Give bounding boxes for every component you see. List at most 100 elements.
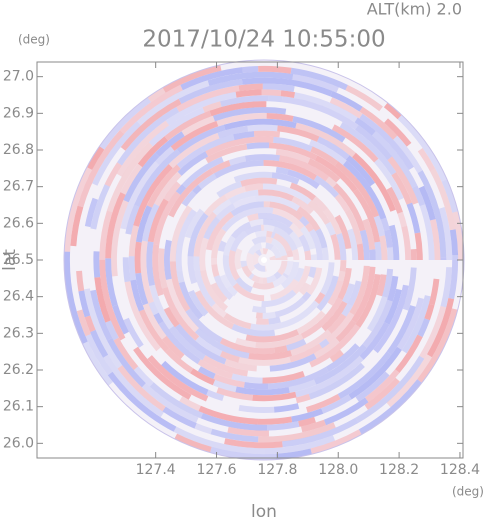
echo-cell: [174, 323, 227, 365]
echo-cell: [206, 389, 224, 401]
echo-cell: [345, 85, 383, 112]
echo-cell: [264, 435, 336, 455]
echo-cell: [90, 184, 110, 230]
echo-cell: [321, 394, 352, 414]
echo-cell: [380, 217, 390, 231]
echo-cell: [219, 337, 276, 355]
echo-cell: [111, 200, 129, 277]
echo-cell: [147, 355, 209, 402]
echo-cell: [397, 211, 408, 228]
echo-cell: [223, 313, 252, 330]
echo-cell: [247, 213, 259, 222]
echo-cell: [395, 334, 423, 373]
echo-cell: [277, 260, 288, 276]
echo-cell: [147, 198, 169, 243]
echo-cell: [231, 323, 276, 337]
echo-cell: [210, 428, 259, 443]
echo-cell: [373, 284, 409, 354]
y-tick-label: 26.6: [3, 215, 34, 231]
echo-cell: [162, 406, 197, 429]
echo-cell: [336, 233, 347, 260]
echo-cell: [268, 142, 318, 161]
x-tick-label: 127.4: [136, 462, 176, 478]
y-tick-label: 26.0: [3, 435, 34, 451]
y-tick-label: 26.7: [3, 179, 34, 195]
x-tick-label: 128.4: [440, 462, 480, 478]
echo-cell: [345, 209, 363, 245]
echo-cell: [238, 356, 291, 366]
echo-cell: [273, 271, 282, 280]
echo-cell: [406, 202, 421, 234]
echo-cell: [170, 120, 219, 151]
echo-cell: [308, 266, 317, 278]
echo-cell: [417, 148, 436, 172]
echo-cell: [272, 207, 305, 230]
echo-cell: [152, 244, 164, 297]
echo-cell: [384, 288, 402, 325]
echo-cell: [387, 156, 419, 205]
echo-cell: [315, 228, 328, 249]
echo-cell: [320, 262, 335, 296]
echo-cell: [355, 355, 425, 423]
echo-cell: [337, 351, 392, 400]
echo-cell: [198, 405, 259, 425]
echo-cell: [107, 338, 146, 388]
echo-cell: [235, 277, 253, 293]
echo-cell: [86, 146, 105, 170]
echo-cell: [270, 278, 299, 301]
echo-cell: [347, 228, 359, 260]
echo-cell: [332, 183, 366, 232]
echo-cell: [99, 97, 151, 150]
echo-cell: [199, 237, 209, 271]
echo-cell: [430, 168, 456, 231]
echo-cell: [312, 196, 328, 212]
echo-cell: [245, 329, 300, 343]
echo-cell: [158, 248, 168, 289]
echo-cell: [295, 122, 356, 158]
echo-cell: [262, 371, 305, 384]
echo-cell: [335, 319, 357, 343]
echo-cell: [286, 249, 294, 258]
echo-cell: [274, 345, 288, 354]
echo-cell: [362, 218, 376, 250]
echo-cell: [253, 130, 281, 138]
echo-cell: [155, 146, 175, 166]
echo-cell: [241, 77, 333, 97]
echo-cell: [359, 106, 398, 140]
echo-cell: [299, 282, 311, 296]
echo-cell: [307, 158, 341, 183]
echo-cell: [339, 260, 347, 272]
echo-cell: [331, 124, 379, 163]
echo-cell: [282, 272, 289, 279]
echo-cell: [174, 433, 212, 453]
echo-cell: [295, 393, 311, 404]
echo-cell: [158, 321, 201, 365]
echo-cell: [211, 264, 220, 277]
echo-cell: [294, 92, 358, 123]
echo-cell: [334, 161, 380, 218]
y-tick-label: 26.8: [3, 142, 34, 158]
echo-cell: [348, 346, 402, 400]
echo-cell: [316, 275, 339, 312]
echo-cell: [308, 362, 365, 400]
echo-cell: [161, 335, 185, 359]
echo-cell: [248, 350, 292, 361]
echo-cell: [176, 124, 226, 154]
echo-cell: [337, 267, 352, 300]
echo-cell: [355, 274, 381, 328]
echo-cell: [349, 265, 370, 316]
echo-cell: [262, 183, 312, 205]
echo-cell: [295, 355, 364, 398]
echo-cell: [220, 95, 269, 107]
echo-cell: [367, 296, 388, 332]
echo-cell: [269, 353, 317, 372]
echo-cell: [289, 231, 303, 248]
echo-cell: [258, 65, 292, 74]
y-tick-label: 26.3: [3, 325, 34, 341]
echo-cell: [105, 320, 119, 341]
echo-cell: [440, 267, 453, 308]
echo-cell: [146, 164, 181, 208]
echo-cell: [273, 233, 292, 252]
echo-cell: [120, 163, 143, 195]
echo-cell: [452, 211, 465, 260]
